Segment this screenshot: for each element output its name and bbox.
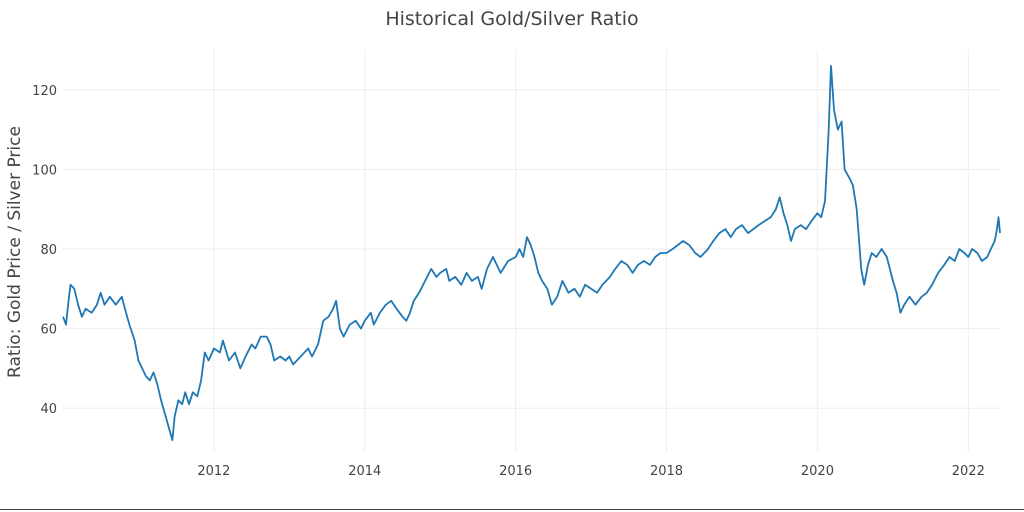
series-line-gold-silver-ratio — [62, 65, 1001, 441]
axis-ticks: 2012 2014 2016 2018 2020 2022 40 60 80 100 120 — [32, 84, 985, 479]
chart-title: Historical Gold/Silver Ratio — [385, 8, 638, 30]
x-tick-label: 2018 — [650, 464, 683, 479]
x-tick-label: 2016 — [499, 464, 532, 479]
y-tick-label: 40 — [40, 402, 57, 417]
x-tick-label: 2020 — [801, 464, 834, 479]
y-tick-label: 60 — [40, 323, 57, 338]
x-tick-label: 2022 — [952, 464, 985, 479]
y-axis-label: Ratio: Gold Price / Silver Price — [5, 126, 25, 378]
x-tick-label: 2014 — [348, 464, 381, 479]
y-tick-label: 120 — [32, 84, 57, 99]
series-layer — [62, 65, 1001, 441]
x-tick-label: 2012 — [197, 464, 230, 479]
y-tick-label: 100 — [32, 163, 57, 178]
y-tick-label: 80 — [40, 243, 57, 258]
